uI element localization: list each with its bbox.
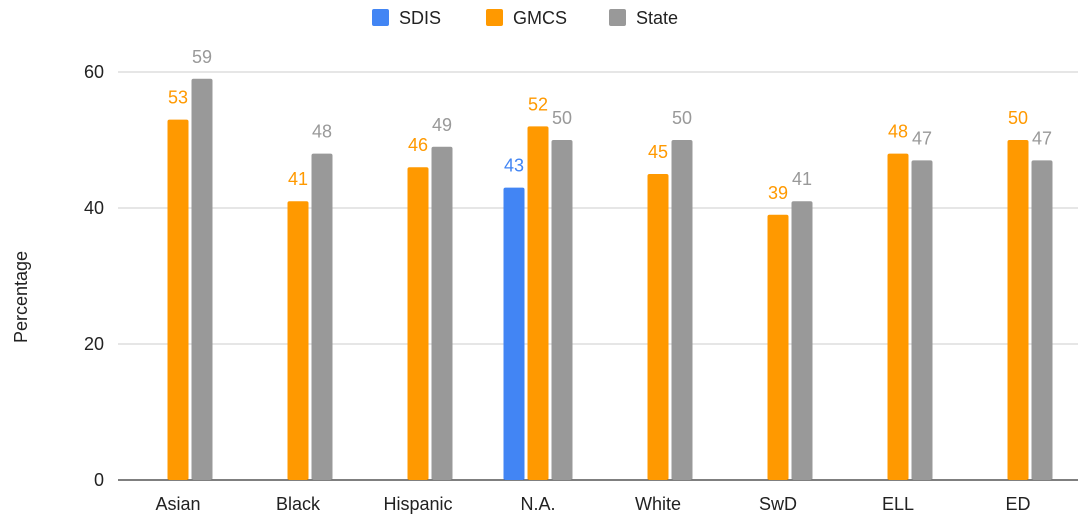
legend-label-gmcs: GMCS (513, 8, 567, 28)
bar-gmcs-ell (887, 153, 909, 480)
x-axis-ticks: Asian Black Hispanic N.A. White SwD ELL ED (155, 494, 1030, 514)
x-tick-label-asian: Asian (155, 494, 200, 514)
legend-label-sdis: SDIS (399, 8, 441, 28)
data-label-state-swd: 41 (792, 169, 812, 189)
bar-gmcs-asian (167, 119, 189, 480)
y-axis-label: Percentage (11, 251, 31, 343)
data-label-state-ed: 47 (1032, 128, 1052, 148)
data-label-state-white: 50 (672, 108, 692, 128)
y-tick-label: 40 (84, 198, 104, 218)
bar-gmcs-black (287, 201, 309, 480)
data-label-gmcs-ell: 48 (888, 122, 908, 142)
bar-gmcs-swd (767, 214, 789, 481)
data-label-state-black: 48 (312, 122, 332, 142)
bar-state-ell (911, 160, 933, 480)
bar-state-n-a (551, 140, 573, 480)
data-label-sdis-n-a: 43 (504, 156, 524, 176)
gridlines (118, 71, 1078, 481)
data-label-state-ell: 47 (912, 128, 932, 148)
legend: SDIS GMCS State (372, 8, 678, 28)
data-label-gmcs-swd: 39 (768, 183, 788, 203)
y-tick-label: 0 (94, 470, 104, 490)
bar-gmcs-hispanic (407, 167, 429, 480)
x-tick-label-ell: ELL (882, 494, 914, 514)
data-label-gmcs-white: 45 (648, 142, 668, 162)
bar-sdis-n-a (503, 187, 525, 480)
y-tick-label: 20 (84, 334, 104, 354)
y-tick-label: 60 (84, 62, 104, 82)
x-tick-label-n-a: N.A. (520, 494, 555, 514)
bar-state-white (671, 140, 693, 480)
bars (167, 78, 1053, 481)
data-label-state-asian: 59 (192, 47, 212, 67)
data-label-gmcs-n-a: 52 (528, 94, 548, 114)
bar-gmcs-n-a (527, 126, 549, 481)
x-tick-label-ed: ED (1005, 494, 1030, 514)
legend-swatch-sdis (372, 9, 389, 26)
legend-swatch-state (609, 9, 626, 26)
bar-state-hispanic (431, 146, 453, 481)
bar-state-asian (191, 78, 213, 481)
legend-swatch-gmcs (486, 9, 503, 26)
bar-state-swd (791, 201, 813, 480)
bar-state-black (311, 153, 333, 480)
x-tick-label-swd: SwD (759, 494, 797, 514)
x-tick-label-black: Black (276, 494, 321, 514)
data-label-gmcs-hispanic: 46 (408, 135, 428, 155)
data-label-gmcs-ed: 50 (1008, 108, 1028, 128)
bar-gmcs-ed (1007, 140, 1029, 480)
data-label-gmcs-asian: 53 (168, 88, 188, 108)
data-label-state-hispanic: 49 (432, 115, 452, 135)
x-tick-label-hispanic: Hispanic (383, 494, 452, 514)
legend-label-state: State (636, 8, 678, 28)
bar-gmcs-white (647, 174, 669, 480)
data-label-state-n-a: 50 (552, 108, 572, 128)
data-label-gmcs-black: 41 (288, 169, 308, 189)
y-axis-ticks: 0 20 40 60 (84, 62, 104, 490)
bar-state-ed (1031, 160, 1053, 480)
x-tick-label-white: White (635, 494, 681, 514)
